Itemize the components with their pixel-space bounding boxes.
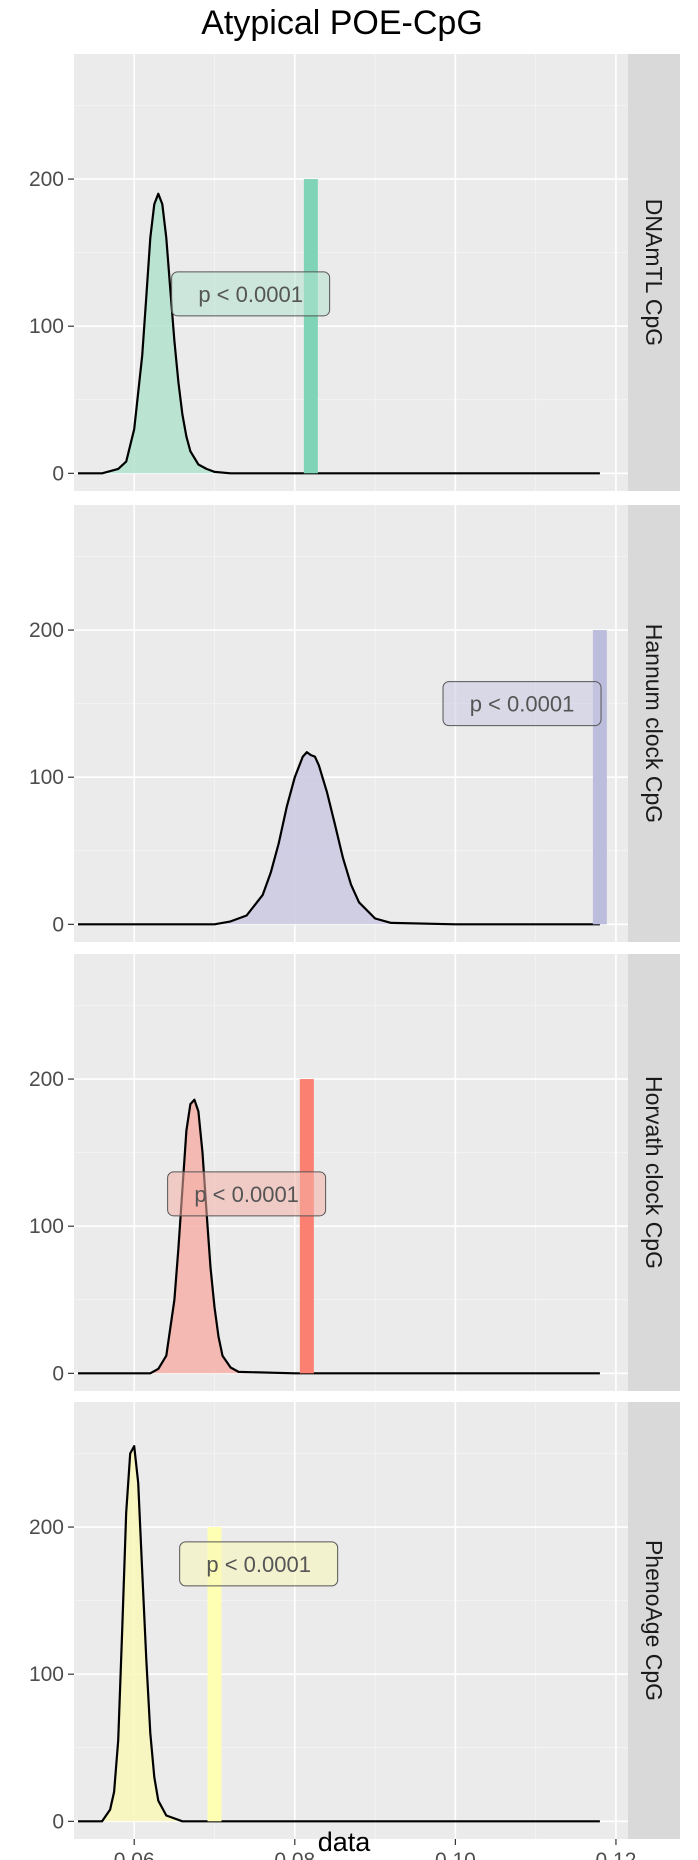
observed-value-bar — [592, 630, 607, 925]
facet-strip — [628, 505, 680, 942]
density-curve — [78, 1098, 600, 1375]
y-tick-label: 100 — [29, 1663, 64, 1686]
x-tick-label: 0.12 — [596, 1849, 637, 1860]
facet-strip-label: Horvath clock CpG — [641, 1076, 667, 1269]
y-tick-label: 200 — [29, 168, 64, 191]
y-tick-label: 0 — [52, 1810, 64, 1833]
y-tick-label: 0 — [52, 462, 64, 485]
facet-strip-label: DNAmTL CpG — [641, 199, 667, 346]
y-tick-label: 0 — [52, 1362, 64, 1385]
y-tick-label: 100 — [29, 315, 64, 338]
x-tick-label: 0.06 — [114, 1849, 155, 1860]
panels-layer: 0 100 200 p < 0.0001 DNAmTL CpG 0 100 200 p < 0.… — [29, 54, 680, 1839]
y-tick-label: 0 — [52, 913, 64, 936]
x-tick-label: 0.08 — [274, 1849, 315, 1860]
observed-value-bar — [207, 1527, 222, 1822]
facet-strip — [628, 954, 680, 1391]
y-tick-label: 200 — [29, 1068, 64, 1091]
panel-background — [74, 954, 628, 1391]
facet-strip-label: PhenoAge CpG — [641, 1540, 667, 1701]
facet-strip — [628, 54, 680, 491]
x-axis-title: data — [318, 1827, 372, 1857]
panel-background — [74, 1402, 628, 1839]
p-value-label: p < 0.0001 — [470, 692, 575, 717]
p-value-label-box — [171, 271, 331, 317]
p-value-label-box — [442, 681, 602, 727]
observed-value-bar — [299, 1079, 314, 1374]
facet-strip — [628, 1402, 680, 1839]
density-area — [78, 1099, 600, 1374]
panel-3: 0 100 200 p < 0.0001 Horvath clock CpG — [29, 954, 680, 1391]
p-value-label-box — [167, 1171, 327, 1217]
y-tick-label: 100 — [29, 1215, 64, 1238]
p-value-label: p < 0.0001 — [194, 1182, 299, 1207]
panel-1: 0 100 200 p < 0.0001 DNAmTL CpG — [29, 54, 680, 491]
x-axis: 0.06 0.08 0.10 0.12 — [114, 1839, 637, 1860]
facet-strip-label: Hannum clock CpG — [641, 624, 667, 823]
y-tick-label: 100 — [29, 766, 64, 789]
chart-title: Atypical POE-CpG — [201, 4, 483, 42]
x-tick-label: 0.10 — [435, 1849, 476, 1860]
density-curve — [78, 751, 600, 926]
density-area — [78, 1446, 600, 1822]
panel-4: 0 100 200 p < 0.0001 PhenoAge CpG — [29, 1402, 680, 1839]
panel-2: 0 100 200 p < 0.0001 Hannum clock CpG — [29, 505, 680, 942]
density-curve — [78, 192, 600, 475]
density-curve — [78, 1445, 600, 1823]
y-tick-label: 200 — [29, 619, 64, 642]
density-area — [78, 752, 600, 925]
y-tick-label: 200 — [29, 1516, 64, 1539]
p-value-label: p < 0.0001 — [198, 282, 303, 307]
observed-value-bar — [303, 179, 318, 474]
p-value-label: p < 0.0001 — [206, 1552, 311, 1577]
p-value-label-box — [179, 1541, 339, 1587]
